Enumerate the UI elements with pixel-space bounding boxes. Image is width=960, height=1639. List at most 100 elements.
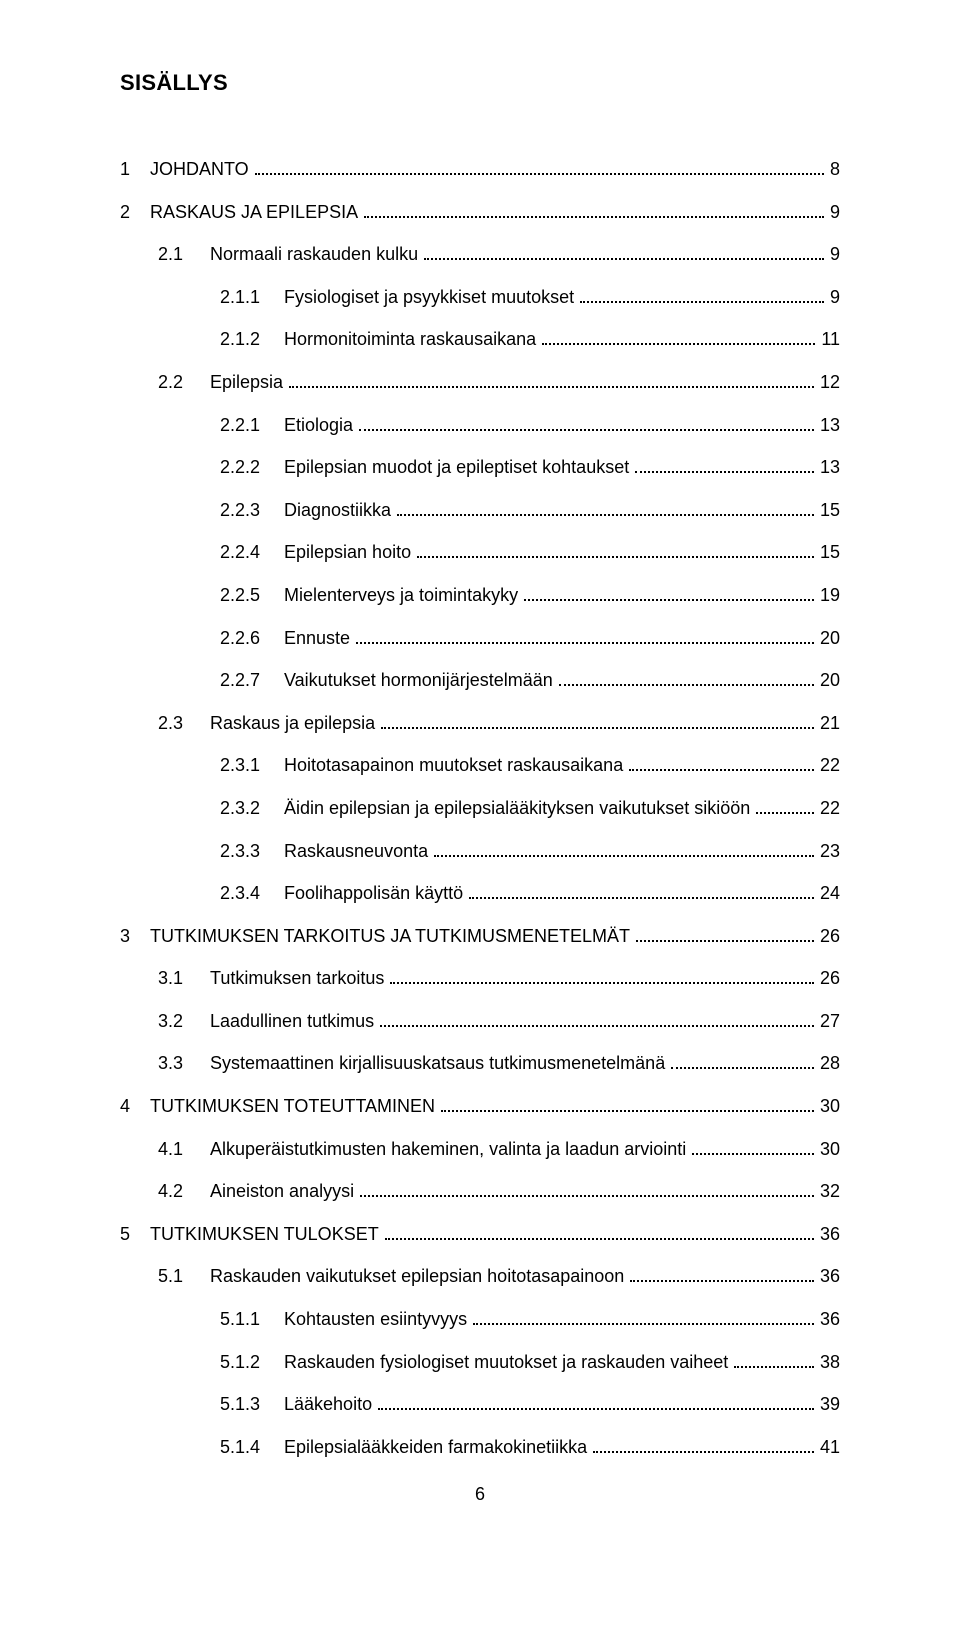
document-page: SISÄLLYS 1JOHDANTO82RASKAUS JA EPILEPSIA… <box>0 0 960 1639</box>
toc-entry-page: 22 <box>820 793 840 824</box>
toc-leader-dots <box>390 970 814 985</box>
toc-entry-label: Äidin epilepsian ja epilepsialääkityksen… <box>278 793 750 824</box>
toc-leader-dots <box>441 1097 814 1112</box>
toc-entry-number: 4.1 <box>158 1134 204 1165</box>
toc-leader-dots <box>473 1310 814 1325</box>
toc-entry-label: Aineiston analyysi <box>204 1176 354 1207</box>
toc-row: 1JOHDANTO8 <box>120 154 840 185</box>
toc-entry-page: 30 <box>820 1091 840 1122</box>
toc-entry-label: Raskauden fysiologiset muutokset ja rask… <box>278 1347 728 1378</box>
toc-leader-dots <box>397 501 814 516</box>
toc-leader-dots <box>756 799 814 814</box>
toc-entry-number: 5.1 <box>158 1261 204 1292</box>
toc-entry-number: 5.1.4 <box>220 1432 278 1463</box>
toc-row: 5.1.2Raskauden fysiologiset muutokset ja… <box>120 1347 840 1378</box>
toc-row: 2.3.2Äidin epilepsian ja epilepsialääkit… <box>120 793 840 824</box>
toc-entry-label: TUTKIMUKSEN TULOKSET <box>144 1219 379 1250</box>
toc-row: 5.1Raskauden vaikutukset epilepsian hoit… <box>120 1261 840 1292</box>
toc-entry-number: 1 <box>120 154 144 185</box>
toc-entry-page: 20 <box>820 623 840 654</box>
toc-entry-page: 9 <box>830 239 840 270</box>
toc-entry-page: 39 <box>820 1389 840 1420</box>
toc-entry-number: 5.1.3 <box>220 1389 278 1420</box>
toc-entry-label: Hormonitoiminta raskausaikana <box>278 324 536 355</box>
toc-row: 4.2Aineiston analyysi32 <box>120 1176 840 1207</box>
toc-entry-page: 11 <box>821 324 840 355</box>
toc-entry-number: 2.2.6 <box>220 623 278 654</box>
toc-entry-page: 13 <box>820 410 840 441</box>
toc-entry-number: 2.2.4 <box>220 537 278 568</box>
toc-entry-page: 21 <box>820 708 840 739</box>
page-number: 6 <box>120 1484 840 1505</box>
toc-entry-page: 15 <box>820 537 840 568</box>
toc-entry-number: 2.2 <box>158 367 204 398</box>
toc-entry-number: 2.1.2 <box>220 324 278 355</box>
toc-leader-dots <box>380 1012 814 1027</box>
toc-entry-number: 2.2.7 <box>220 665 278 696</box>
toc-entry-page: 8 <box>830 154 840 185</box>
toc-leader-dots <box>378 1396 814 1411</box>
toc-entry-page: 23 <box>820 836 840 867</box>
toc-entry-label: Laadullinen tutkimus <box>204 1006 374 1037</box>
toc-entry-number: 2.2.1 <box>220 410 278 441</box>
toc-entry-label: Ennuste <box>278 623 350 654</box>
toc-row: 2.1.1Fysiologiset ja psyykkiset muutokse… <box>120 282 840 313</box>
toc-entry-number: 5 <box>120 1219 144 1250</box>
toc-entry-page: 20 <box>820 665 840 696</box>
toc-row: 2.2.1Etiologia 13 <box>120 410 840 441</box>
toc-entry-number: 5.1.1 <box>220 1304 278 1335</box>
toc-entry-label: RASKAUS JA EPILEPSIA <box>144 197 358 228</box>
toc-leader-dots <box>289 373 814 388</box>
toc-leader-dots <box>630 1268 814 1283</box>
toc-row: 5.1.4Epilepsialääkkeiden farmakokinetiik… <box>120 1432 840 1463</box>
toc-entry-label: Epilepsian hoito <box>278 537 411 568</box>
toc-entry-number: 2.3.1 <box>220 750 278 781</box>
toc-heading: SISÄLLYS <box>120 70 840 96</box>
toc-entry-number: 2.2.2 <box>220 452 278 483</box>
toc-leader-dots <box>381 714 814 729</box>
toc-leader-dots <box>629 757 814 772</box>
toc-leader-dots <box>469 885 814 900</box>
toc-leader-dots <box>359 416 814 431</box>
toc-entry-label: Epilepsia <box>204 367 283 398</box>
toc-row: 5TUTKIMUKSEN TULOKSET36 <box>120 1219 840 1250</box>
toc-entry-number: 4.2 <box>158 1176 204 1207</box>
toc-entry-label: Tutkimuksen tarkoitus <box>204 963 384 994</box>
toc-entry-label: Raskaus ja epilepsia <box>204 708 375 739</box>
toc-row: 3TUTKIMUKSEN TARKOITUS JA TUTKIMUSMENETE… <box>120 921 840 952</box>
toc-entry-number: 2.3.4 <box>220 878 278 909</box>
toc-row: 3.1Tutkimuksen tarkoitus26 <box>120 963 840 994</box>
toc-leader-dots <box>636 927 814 942</box>
toc-entry-number: 3.3 <box>158 1048 204 1079</box>
toc-entry-number: 2.1.1 <box>220 282 278 313</box>
toc-row: 5.1.3Lääkehoito39 <box>120 1389 840 1420</box>
toc-entry-page: 36 <box>820 1261 840 1292</box>
toc-entry-page: 9 <box>830 282 840 313</box>
toc-row: 2.3.1Hoitotasapainon muutokset raskausai… <box>120 750 840 781</box>
toc-leader-dots <box>692 1140 814 1155</box>
toc-leader-dots <box>385 1225 814 1240</box>
toc-leader-dots <box>360 1183 814 1198</box>
toc-leader-dots <box>434 842 814 857</box>
toc-entry-label: Mielenterveys ja toimintakyky <box>278 580 518 611</box>
toc-entry-label: Foolihappolisän käyttö <box>278 878 463 909</box>
toc-entry-number: 2.3.3 <box>220 836 278 867</box>
toc-entry-number: 3 <box>120 921 144 952</box>
toc-leader-dots <box>542 331 815 346</box>
table-of-contents: 1JOHDANTO82RASKAUS JA EPILEPSIA92.1Norma… <box>120 154 840 1462</box>
toc-entry-number: 3.2 <box>158 1006 204 1037</box>
toc-entry-page: 13 <box>820 452 840 483</box>
toc-entry-label: Etiologia <box>278 410 353 441</box>
toc-entry-label: TUTKIMUKSEN TOTEUTTAMINEN <box>144 1091 435 1122</box>
toc-leader-dots <box>635 459 814 474</box>
toc-row: 2.2.7Vaikutukset hormonijärjestelmään20 <box>120 665 840 696</box>
toc-entry-label: Epilepsialääkkeiden farmakokinetiikka <box>278 1432 587 1463</box>
toc-entry-label: TUTKIMUKSEN TARKOITUS JA TUTKIMUSMENETEL… <box>144 921 630 952</box>
toc-entry-page: 9 <box>830 197 840 228</box>
toc-row: 2RASKAUS JA EPILEPSIA9 <box>120 197 840 228</box>
toc-entry-number: 2.3 <box>158 708 204 739</box>
toc-entry-page: 24 <box>820 878 840 909</box>
toc-row: 2.2.4Epilepsian hoito 15 <box>120 537 840 568</box>
toc-leader-dots <box>356 629 814 644</box>
toc-row: 2.1.2Hormonitoiminta raskausaikana 11 <box>120 324 840 355</box>
